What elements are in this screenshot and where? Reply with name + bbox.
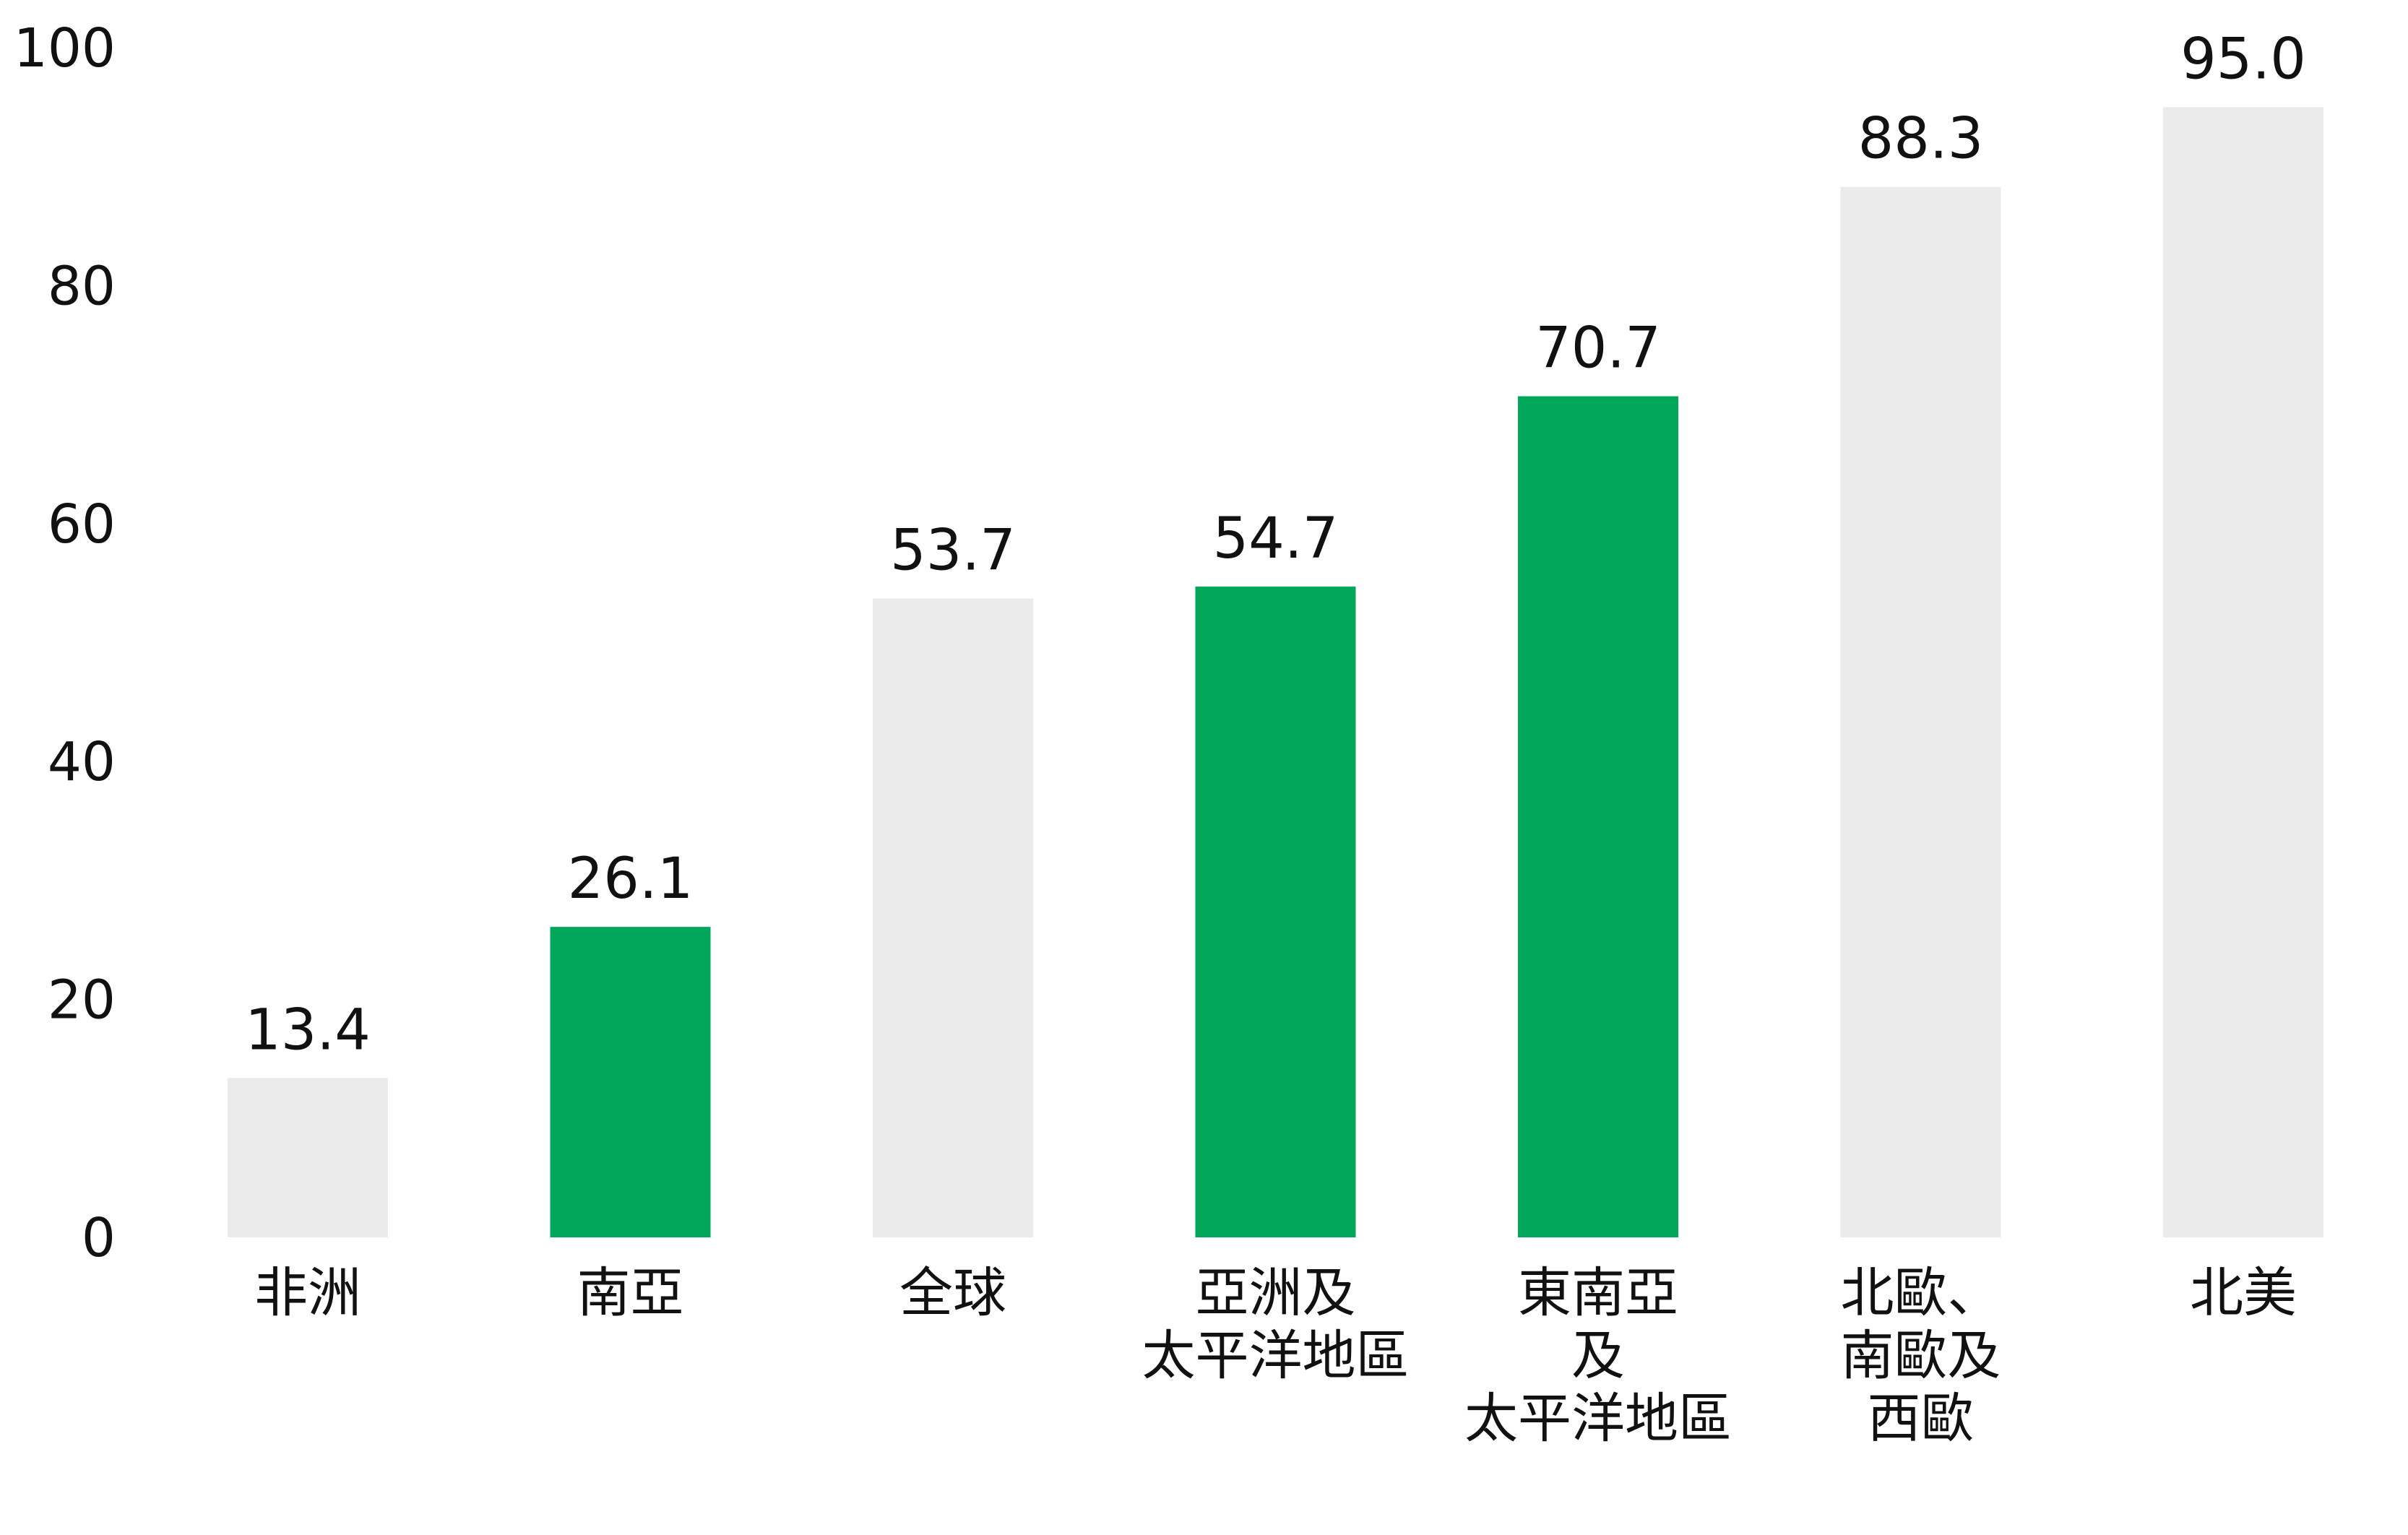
bar <box>1840 186 2001 1238</box>
data-label: 13.4 <box>245 998 371 1063</box>
value-labels: 13.4 26.1 53.7 54.7 70.7 88.3 95.0 <box>245 27 2306 1063</box>
x-tick-label: 西歐 <box>1868 1388 1975 1450</box>
y-tick-label: 100 <box>14 17 116 79</box>
x-tick-label: 全球 <box>899 1262 1006 1324</box>
y-tick-label: 0 <box>82 1207 116 1269</box>
y-tick-label: 40 <box>48 731 116 793</box>
x-tick-label: 南亞 <box>577 1262 684 1324</box>
bar <box>228 1078 388 1237</box>
x-tick-label: 太平洋地區 <box>1142 1325 1410 1387</box>
x-tick-label: 亞洲及 <box>1196 1262 1356 1324</box>
bar <box>550 927 711 1237</box>
bars <box>228 107 2323 1238</box>
y-axis: 0 20 40 60 80 100 <box>14 17 116 1269</box>
y-tick-label: 80 <box>48 255 116 317</box>
bar <box>873 598 1033 1237</box>
bar <box>2163 107 2323 1238</box>
x-tick-label: 北歐、 <box>1841 1262 2001 1324</box>
bar <box>1195 587 1356 1237</box>
data-label: 95.0 <box>2180 27 2306 92</box>
y-tick-label: 20 <box>48 969 116 1032</box>
data-label: 70.7 <box>1535 316 1661 381</box>
data-label: 53.7 <box>890 519 1016 584</box>
x-tick-label: 南歐及 <box>1841 1325 2001 1387</box>
data-label: 26.1 <box>568 847 694 912</box>
data-label: 54.7 <box>1213 506 1339 571</box>
x-tick-label: 及 <box>1571 1325 1625 1387</box>
x-tick-label: 太平洋地區 <box>1464 1388 1732 1450</box>
bar <box>1518 396 1678 1237</box>
x-tick-label: 北美 <box>2190 1262 2297 1324</box>
data-label: 88.3 <box>1858 107 1984 172</box>
x-tick-label: 東南亞 <box>1518 1262 1678 1324</box>
y-tick-label: 60 <box>48 493 116 555</box>
x-tick-label: 非洲 <box>254 1262 361 1324</box>
